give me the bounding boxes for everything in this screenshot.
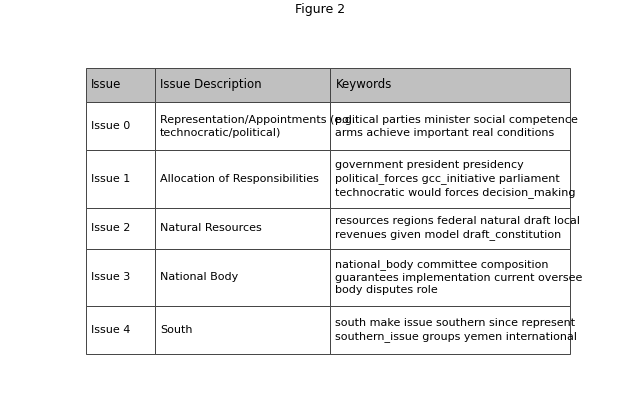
Text: Figure 2: Figure 2: [295, 3, 345, 16]
Bar: [155, 102, 330, 150]
Text: National Body: National Body: [160, 272, 238, 282]
Text: Natural Resources: Natural Resources: [160, 223, 262, 233]
Text: Issue Description: Issue Description: [160, 78, 262, 92]
Text: government president presidency
political_forces gcc_initiative parliament
techn: government president presidency politica…: [335, 160, 576, 198]
Bar: [330, 249, 570, 306]
Text: national_body committee composition
guarantees implementation current oversee
bo: national_body committee composition guar…: [335, 259, 583, 295]
Bar: [155, 208, 330, 249]
Bar: [86, 150, 155, 208]
Bar: [86, 306, 155, 354]
Bar: [155, 150, 330, 208]
Bar: [86, 249, 155, 306]
Bar: [155, 306, 330, 354]
Text: Issue 3: Issue 3: [91, 272, 130, 282]
Text: resources regions federal natural draft local
revenues given model draft_constit: resources regions federal natural draft …: [335, 216, 580, 240]
Text: Issue 2: Issue 2: [91, 223, 131, 233]
Text: Representation/Appointments (e.g.
technocratic/political): Representation/Appointments (e.g. techno…: [160, 115, 356, 138]
Bar: [155, 68, 330, 102]
Bar: [330, 68, 570, 102]
Text: Allocation of Responsibilities: Allocation of Responsibilities: [160, 174, 319, 184]
Bar: [330, 208, 570, 249]
Bar: [86, 208, 155, 249]
Text: South: South: [160, 325, 193, 335]
Text: Keywords: Keywords: [335, 78, 392, 92]
Bar: [86, 68, 155, 102]
Bar: [330, 306, 570, 354]
Text: Issue 4: Issue 4: [91, 325, 131, 335]
Bar: [330, 150, 570, 208]
Text: south make issue southern since represent
southern_issue groups yemen internatio: south make issue southern since represen…: [335, 318, 577, 342]
Text: political parties minister social competence
arms achieve important real conditi: political parties minister social compet…: [335, 115, 579, 138]
Bar: [330, 102, 570, 150]
Text: Issue 1: Issue 1: [91, 174, 130, 184]
Bar: [86, 102, 155, 150]
Bar: [155, 249, 330, 306]
Text: Issue 0: Issue 0: [91, 121, 130, 131]
Text: Issue: Issue: [91, 78, 122, 92]
